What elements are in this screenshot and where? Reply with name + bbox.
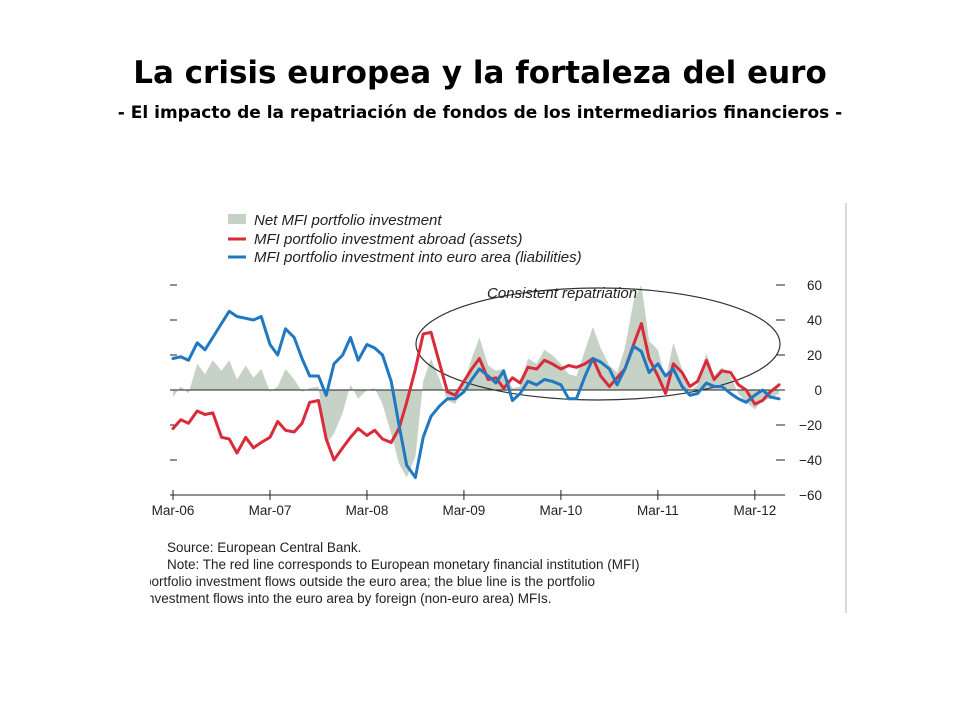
chart-svg: Net MFI portfolio investment MFI portfol… xyxy=(144,212,822,606)
liabilities-line xyxy=(171,309,781,479)
chart-container: Net MFI portfolio investment MFI portfol… xyxy=(144,200,850,615)
repatriation-annotation: Consistent repatriation xyxy=(487,285,637,302)
x-tick-label-6: Mar-12 xyxy=(733,503,776,518)
legend-item-liabilities: MFI portfolio investment into euro area … xyxy=(228,249,582,266)
legend-label-assets: MFI portfolio investment abroad (assets) xyxy=(254,231,522,248)
chart-source: Source: European Central Bank. xyxy=(167,540,361,555)
x-tick-label-3: Mar-09 xyxy=(443,503,486,518)
chart-note-line-3: investment flows into the euro area by f… xyxy=(150,591,551,606)
slide-title: La crisis europea y la fortaleza del eur… xyxy=(133,55,827,91)
chart-note-line-1: Note: The red line corresponds to Europe… xyxy=(167,557,640,572)
legend-swatch-net xyxy=(228,214,246,224)
series-layer xyxy=(171,309,781,479)
legend-label-net: Net MFI portfolio investment xyxy=(254,212,442,229)
slide-subtitle: - El impacto de la repatriación de fondo… xyxy=(117,103,843,123)
x-tick-label-2: Mar-08 xyxy=(346,503,389,518)
x-tick-label-0: Mar-06 xyxy=(152,503,195,518)
y-tick-label-0: 60 xyxy=(807,278,822,293)
page-divider xyxy=(845,203,847,613)
legend-item-net: Net MFI portfolio investment xyxy=(228,212,442,229)
y-tick-label-4: −20 xyxy=(799,418,822,433)
y-axis-right: 60 40 20 0 −20 −40 −60 xyxy=(776,278,822,503)
x-tick-label-4: Mar-10 xyxy=(540,503,583,518)
legend-label-liabilities: MFI portfolio investment into euro area … xyxy=(254,249,582,266)
left-tick-marks xyxy=(170,284,177,461)
chart-note-line-2: portfolio investment flows outside the e… xyxy=(150,574,595,589)
y-tick-label-1: 40 xyxy=(807,313,822,328)
repatriation-ellipse xyxy=(415,287,781,401)
x-tick-label-5: Mar-11 xyxy=(637,503,679,518)
y-tick-label-2: 20 xyxy=(807,348,822,363)
y-tick-label-6: −60 xyxy=(799,488,822,503)
x-axis-ticks: Mar-06 Mar-07 Mar-08 Mar-09 Mar-10 Mar-11 Mar-… xyxy=(152,490,776,518)
y-tick-label-3: 0 xyxy=(814,383,822,398)
legend-item-assets: MFI portfolio investment abroad (assets) xyxy=(228,231,522,248)
assets-line xyxy=(171,322,781,462)
y-tick-label-5: −40 xyxy=(799,453,822,468)
legend: Net MFI portfolio investment MFI portfol… xyxy=(228,212,582,266)
x-tick-label-1: Mar-07 xyxy=(249,503,292,518)
